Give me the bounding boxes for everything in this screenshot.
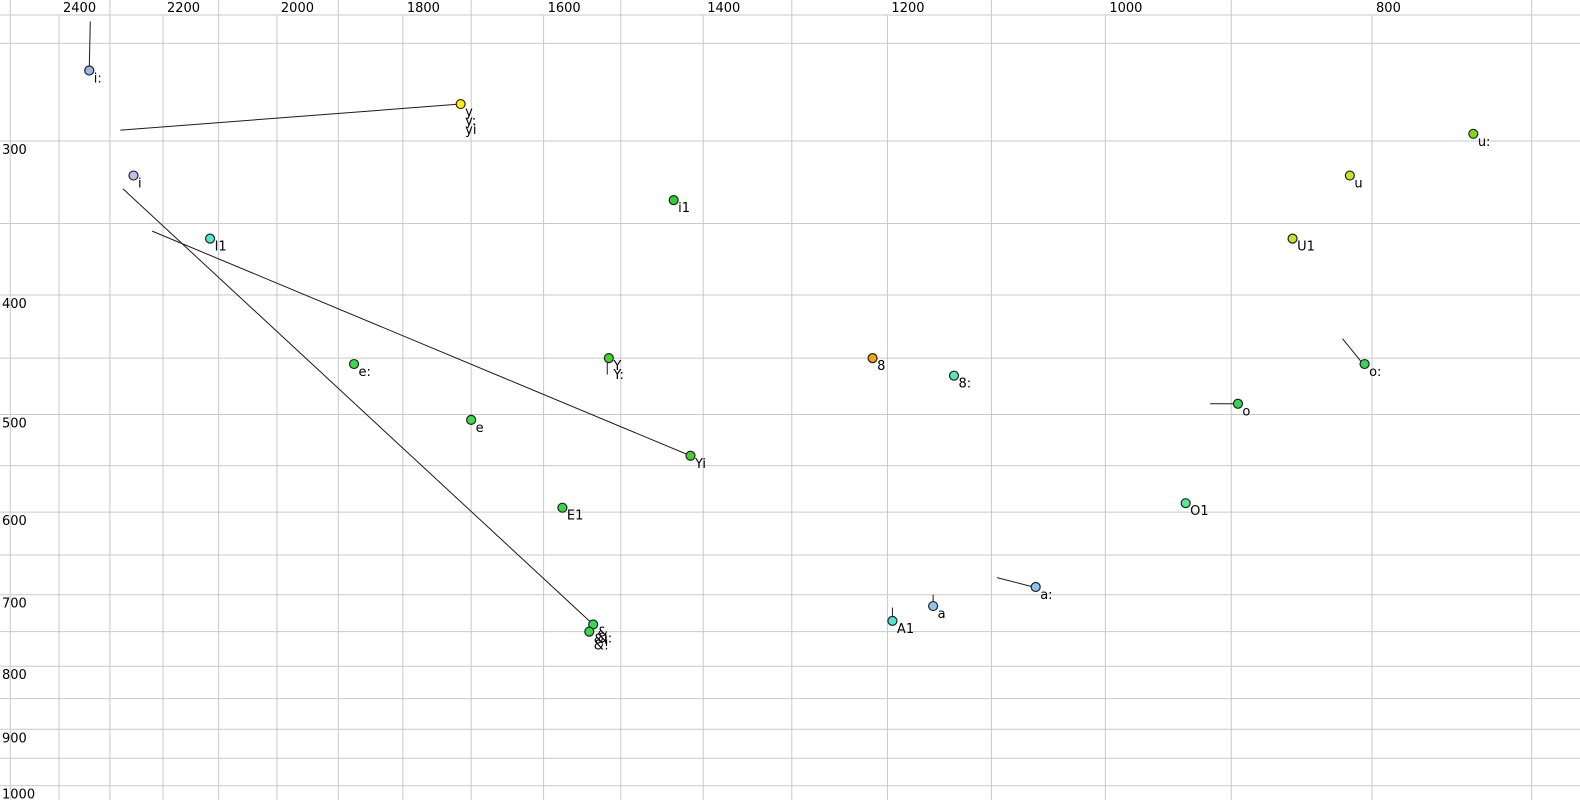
vowel-label-&!: &! bbox=[594, 639, 609, 654]
vowel-point-i:[interactable] bbox=[84, 65, 95, 76]
x-tick-label-1600: 1600 bbox=[548, 1, 581, 16]
vowel-point-o[interactable] bbox=[1232, 398, 1244, 409]
connector-line-7 bbox=[996, 577, 1034, 588]
vowel-label-&: & bbox=[598, 625, 608, 640]
vowel-label-&:: &: bbox=[598, 631, 613, 646]
vowel-point-Y[interactable] bbox=[603, 353, 614, 364]
vowel-point-o:[interactable] bbox=[1359, 358, 1370, 370]
x-tick-label-1000: 1000 bbox=[1109, 1, 1142, 16]
vowel-point-A1[interactable] bbox=[887, 615, 898, 626]
y-tick-label-300: 300 bbox=[2, 143, 27, 158]
vowel-point-e[interactable] bbox=[466, 414, 477, 425]
y-tick-label-500: 500 bbox=[2, 417, 27, 432]
vowel-label-8: 8 bbox=[877, 359, 885, 374]
vowel-point-8:[interactable] bbox=[948, 370, 960, 381]
vowel-label-o: o bbox=[1242, 405, 1250, 420]
vowel-label-e: e bbox=[476, 421, 484, 436]
vowel-label-I1: I1 bbox=[215, 240, 227, 255]
x-tick-label-1400: 1400 bbox=[707, 1, 740, 16]
vowel-label-8:: 8: bbox=[958, 377, 971, 392]
x-tick-label-2400: 2400 bbox=[63, 1, 96, 16]
y-tick-label-600: 600 bbox=[2, 514, 27, 529]
vowel-label-a:: a: bbox=[1040, 588, 1052, 603]
vowel-point-8[interactable] bbox=[867, 353, 878, 364]
vowel-label-y: y bbox=[465, 105, 473, 120]
x-tick-label-1200: 1200 bbox=[891, 1, 924, 16]
vowel-point-O1[interactable] bbox=[1180, 498, 1191, 509]
y-tick-label-900: 900 bbox=[2, 731, 27, 746]
vowel-label-i1: i1 bbox=[678, 201, 690, 216]
vowel-point-u:[interactable] bbox=[1468, 128, 1479, 139]
vowel-label-Y:: Y: bbox=[612, 368, 624, 383]
vowel-label-U1: U1 bbox=[1297, 240, 1315, 255]
x-tick-label-2000: 2000 bbox=[281, 1, 314, 16]
x-tick-label-1800: 1800 bbox=[407, 1, 440, 16]
vowel-label-A1: A1 bbox=[897, 622, 914, 637]
vowel-point-U1[interactable] bbox=[1287, 233, 1298, 244]
vowel-point-Yi[interactable] bbox=[685, 450, 696, 461]
vowel-point-a:[interactable] bbox=[1030, 581, 1041, 593]
vowel-point-i[interactable] bbox=[128, 170, 139, 181]
y-tick-label-800: 800 bbox=[2, 668, 27, 683]
vowel-label-o:: o: bbox=[1369, 365, 1381, 380]
y-tick-label-1000: 1000 bbox=[2, 788, 35, 800]
vowel-label-O1: O1 bbox=[1190, 504, 1209, 519]
connector-line-6 bbox=[1342, 338, 1364, 365]
vowel-point-u[interactable] bbox=[1344, 170, 1355, 181]
vowel-label-u: u bbox=[1354, 177, 1362, 192]
x-tick-label-2200: 2200 bbox=[167, 1, 200, 16]
vowel-label-Y: Y bbox=[612, 359, 621, 374]
vowel-label-e:: e: bbox=[359, 365, 371, 380]
vowel-point-a[interactable] bbox=[928, 600, 939, 612]
vowel-label-Yi: Yi bbox=[694, 457, 706, 472]
vowel-label-i: i bbox=[138, 177, 142, 192]
vowel-point-&i[interactable] bbox=[584, 626, 595, 637]
connector-line-2 bbox=[151, 230, 691, 457]
vowel-label-&i: &i bbox=[594, 633, 608, 648]
connector-line-1 bbox=[122, 188, 594, 625]
vowel-point-e:[interactable] bbox=[348, 358, 360, 370]
vowel-point-I1[interactable] bbox=[204, 233, 216, 244]
vowel-point-y[interactable] bbox=[455, 98, 466, 110]
connector-line-3 bbox=[88, 21, 91, 69]
vowel-point-i1[interactable] bbox=[668, 194, 679, 206]
vowel-point-E1[interactable] bbox=[557, 502, 568, 513]
y-tick-label-400: 400 bbox=[2, 297, 27, 312]
connector-line-0 bbox=[120, 103, 461, 131]
vowel-label-u:: u: bbox=[1478, 135, 1491, 150]
x-tick-label-800: 800 bbox=[1376, 1, 1401, 16]
y-tick-label-700: 700 bbox=[2, 597, 27, 612]
vowel-label-a: a bbox=[938, 607, 946, 622]
vowel-label-E1: E1 bbox=[567, 509, 584, 524]
vowel-label-yi: yi bbox=[465, 123, 476, 138]
vowel-label-y:: y: bbox=[465, 114, 476, 129]
vowel-label-i:: i: bbox=[94, 72, 102, 87]
